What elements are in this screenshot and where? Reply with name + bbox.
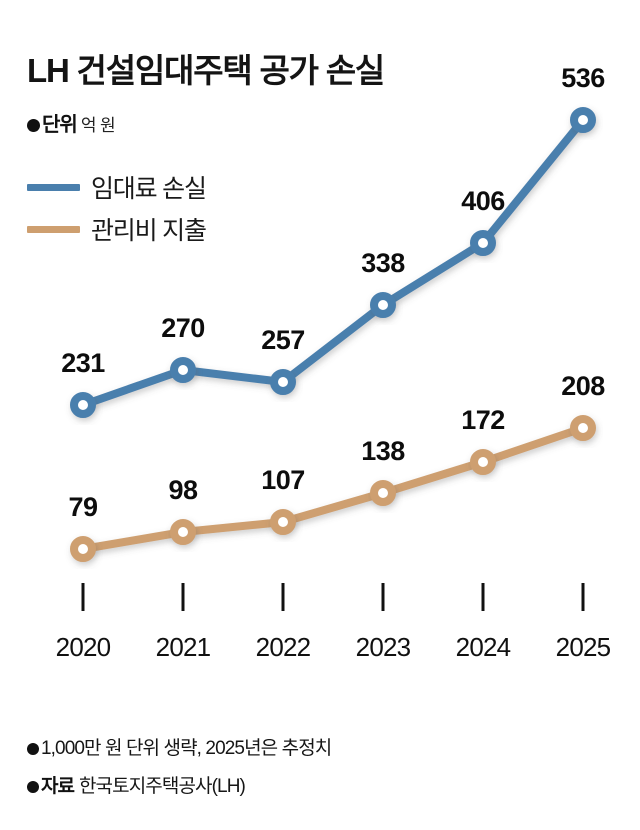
series-line bbox=[79, 424, 587, 553]
unit-label-strong: 단위 bbox=[42, 114, 78, 136]
data-point-marker bbox=[270, 509, 296, 535]
data-point-label: 270 bbox=[161, 313, 205, 343]
data-point-marker bbox=[370, 292, 396, 318]
data-point-label: 172 bbox=[461, 405, 505, 435]
data-point-label: 98 bbox=[168, 475, 198, 505]
data-point-label: 231 bbox=[61, 348, 105, 378]
chart-legend: 임대료 손실 관리비 지출 bbox=[27, 166, 207, 250]
x-axis-label: 2023 bbox=[356, 632, 411, 662]
footnotes: 1,000만 원 단위 생략, 2025년은 추정치 자료 한국토지주택공사(L… bbox=[27, 733, 332, 809]
chart-value-labels: 231 270 257 338 406 536 79 98 107 138 172 208 bbox=[61, 63, 606, 522]
bullet-icon bbox=[27, 743, 39, 755]
footnote-text: 1,000만 원 단위 생략, 2025년은 추정치 bbox=[41, 738, 332, 759]
bullet-icon bbox=[27, 781, 39, 793]
data-point-marker bbox=[470, 449, 496, 475]
footnote-source-label: 자료 bbox=[41, 776, 75, 797]
data-point-marker bbox=[170, 519, 196, 545]
footnote-source-value: 한국토지주택공사(LH) bbox=[78, 776, 246, 797]
x-axis-ticks bbox=[81, 583, 585, 611]
data-point-label: 107 bbox=[261, 465, 305, 495]
data-point-label: 208 bbox=[561, 371, 605, 401]
footnote-source: 자료 한국토지주택공사(LH) bbox=[27, 771, 331, 798]
unit-note: 단위 억 원 bbox=[27, 108, 116, 137]
line-chart: 231 270 257 338 406 536 79 98 107 138 172 208 2020 2… bbox=[56, 63, 612, 662]
legend-swatch-icon bbox=[27, 225, 80, 233]
legend-swatch-icon bbox=[27, 183, 80, 191]
data-point-marker bbox=[70, 536, 96, 562]
footnote-estimate: 1,000만 원 단위 생략, 2025년은 추정치 bbox=[27, 733, 332, 760]
data-point-label: 257 bbox=[261, 325, 305, 355]
data-point-marker bbox=[570, 415, 596, 441]
chart-series-group bbox=[70, 107, 596, 562]
data-point-marker bbox=[370, 480, 396, 506]
legend-item-rent-loss: 임대료 손실 bbox=[27, 166, 207, 208]
legend-label: 임대료 손실 bbox=[91, 175, 207, 203]
x-axis-labels: 2020 2021 2022 2023 2024 2025 bbox=[56, 632, 612, 662]
data-point-marker bbox=[570, 107, 596, 133]
unit-label-value: 억 원 bbox=[80, 116, 116, 135]
x-axis-label: 2025 bbox=[556, 632, 611, 662]
legend-item-maintenance-cost: 관리비 지출 bbox=[27, 208, 207, 250]
data-point-label: 338 bbox=[361, 248, 405, 278]
legend-label: 관리비 지출 bbox=[91, 217, 207, 245]
data-point-label: 536 bbox=[561, 63, 605, 93]
data-point-label: 138 bbox=[361, 436, 405, 466]
data-point-label: 406 bbox=[461, 186, 505, 216]
data-point-marker bbox=[170, 357, 196, 383]
data-point-marker bbox=[270, 369, 296, 395]
x-axis-label: 2020 bbox=[56, 632, 111, 662]
bullet-icon bbox=[27, 119, 40, 132]
x-axis-label: 2024 bbox=[456, 632, 511, 662]
x-axis-label: 2022 bbox=[256, 632, 311, 662]
series-line bbox=[79, 116, 587, 409]
data-point-label: 79 bbox=[68, 492, 98, 522]
page-title: LH 건설임대주택 공가 손실 bbox=[27, 52, 385, 89]
data-point-marker bbox=[470, 230, 496, 256]
data-point-marker bbox=[70, 392, 96, 418]
x-axis-label: 2021 bbox=[156, 632, 211, 662]
